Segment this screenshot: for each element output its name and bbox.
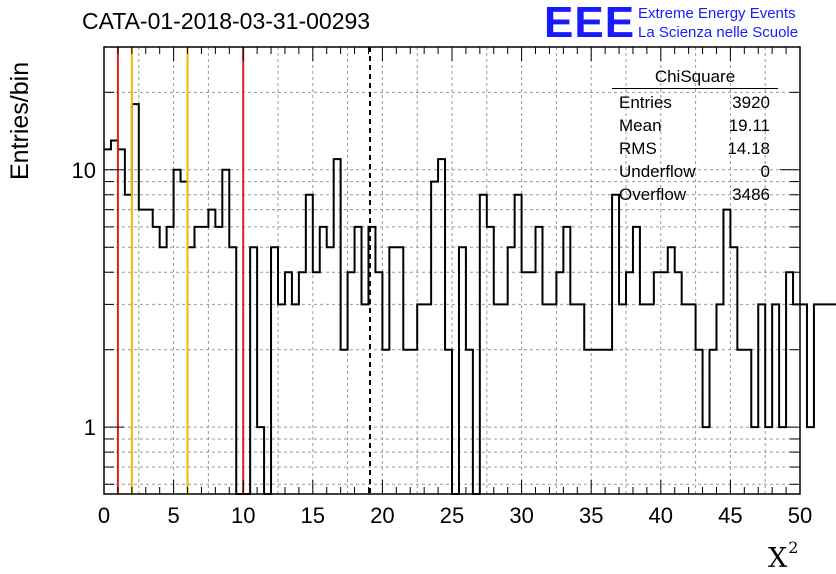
x-tick-label: 20 xyxy=(370,503,394,528)
stats-label: Entries xyxy=(619,93,672,112)
stats-value: 3486 xyxy=(732,185,770,204)
y-tick-label: 10 xyxy=(72,158,96,183)
stats-value: 19.11 xyxy=(728,116,770,135)
stats-row-entries: Entries 3920 xyxy=(612,91,778,114)
stats-value: 0 xyxy=(760,162,770,181)
x-tick-label: 15 xyxy=(301,503,325,528)
x-tick-label: 50 xyxy=(788,503,812,528)
x-tick-label: 10 xyxy=(231,503,255,528)
x-tick-label: 0 xyxy=(98,503,110,528)
stats-row-mean: Mean 19.11 xyxy=(612,114,778,137)
stats-title: ChiSquare xyxy=(612,67,778,89)
x-tick-label: 5 xyxy=(167,503,179,528)
stats-row-overflow: Overflow 3486 xyxy=(612,183,778,206)
stats-value: 14.18 xyxy=(727,139,770,158)
logo-letters: EEE xyxy=(544,0,636,47)
stats-row-rms: RMS 14.18 xyxy=(612,137,778,160)
y-axis-label: Entries/bin xyxy=(6,61,34,180)
y-tick-label: 1 xyxy=(84,415,96,440)
stats-row-underflow: Underflow 0 xyxy=(612,160,778,183)
x-axis-label: X2 xyxy=(768,538,798,574)
eee-logo: EEE Extreme Energy Events La Scienza nel… xyxy=(544,0,834,47)
stats-label: Overflow xyxy=(619,185,687,204)
x-axis-label-base: X xyxy=(768,543,788,574)
stats-box: ChiSquare Entries 3920 Mean 19.11 RMS 14.18… xyxy=(612,67,778,206)
stats-label: Underflow xyxy=(619,162,696,181)
stats-label: Mean xyxy=(619,116,662,135)
page-title: CATA-01-2018-03-31-00293 xyxy=(82,8,371,34)
x-tick-label: 40 xyxy=(649,503,673,528)
stats-label: RMS xyxy=(619,139,657,158)
x-tick-label: 45 xyxy=(718,503,742,528)
x-axis-label-superscript: 2 xyxy=(788,538,799,557)
x-tick-label: 35 xyxy=(579,503,603,528)
logo-line-1: Extreme Energy Events xyxy=(638,5,796,22)
stats-value: 3920 xyxy=(732,93,770,112)
logo-line-2: La Scienza nelle Scuole xyxy=(638,24,799,41)
x-tick-label: 30 xyxy=(509,503,533,528)
histogram-line xyxy=(104,103,836,495)
x-tick-label: 25 xyxy=(440,503,464,528)
